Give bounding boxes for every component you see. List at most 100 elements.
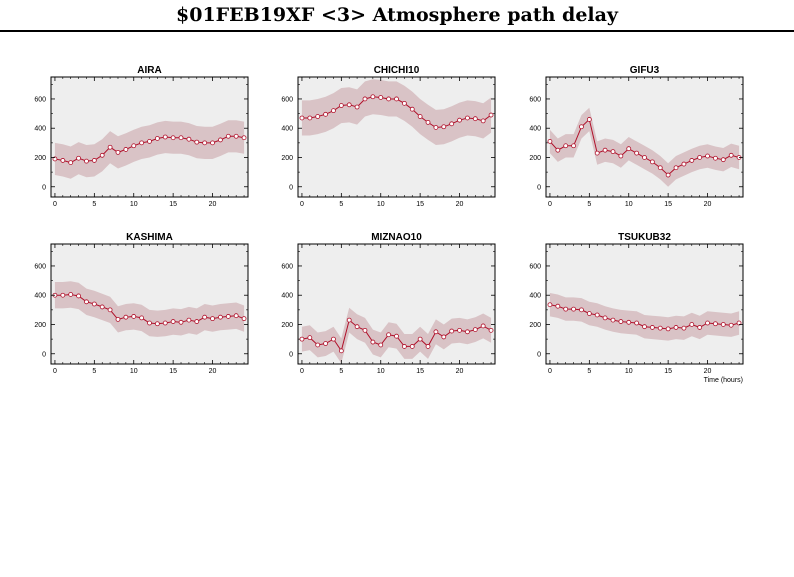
data-point [472,116,478,122]
y-tick-label: 200 [529,322,541,329]
data-point [131,143,137,149]
data-point [178,135,184,141]
data-point [689,322,695,327]
data-point [433,125,439,130]
y-tick-label: 200 [529,155,541,162]
data-point [315,114,321,119]
data-point [241,135,247,141]
data-point [594,150,600,156]
x-tick-label: 5 [587,368,591,375]
title-rule [0,30,794,32]
data-point [386,96,392,102]
data-point [154,321,160,327]
data-point [579,307,584,313]
data-point [417,114,423,119]
data-point [202,314,208,320]
x-tick-label: 0 [300,368,304,375]
data-point [307,335,313,341]
x-tick-label: 20 [456,368,464,375]
data-point [170,319,176,324]
y-tick-label: 0 [289,184,293,191]
data-point [346,317,352,323]
x-axis-label: Time (hours) [704,377,743,384]
data-point [186,317,192,323]
data-point [720,322,726,327]
x-tick-label: 5 [92,368,96,375]
x-tick-label: 5 [339,368,343,375]
data-point [547,302,553,308]
data-point [123,314,129,320]
data-point [409,344,415,349]
x-tick-label: 0 [53,368,57,375]
data-point [52,156,58,162]
panel-title: MIZNAO10 [371,232,422,243]
data-point [480,323,486,329]
panel-title: GIFU3 [630,65,660,76]
data-point [241,316,247,322]
data-point [425,119,431,125]
data-point [681,325,687,331]
data-point [713,155,718,161]
y-tick-label: 600 [529,263,541,270]
data-point [563,306,569,312]
data-point [323,341,328,346]
data-point [480,118,486,124]
data-point [728,322,734,328]
data-point [68,292,74,297]
data-point [331,108,336,114]
x-tick-label: 20 [704,201,712,208]
data-point [131,314,137,319]
uncertainty-band [549,107,740,187]
x-tick-label: 15 [169,368,177,375]
x-tick-label: 15 [416,201,424,208]
data-point [218,137,223,143]
data-point [107,144,113,150]
data-point [547,138,553,144]
data-point [210,140,215,146]
data-point [84,158,89,164]
data-point [147,138,152,144]
x-tick-label: 20 [456,201,464,208]
data-point [555,303,561,309]
x-tick-label: 15 [664,368,672,375]
data-point [457,117,462,123]
data-point [602,315,608,321]
data-point [60,292,66,298]
data-point [331,336,336,342]
data-point [123,147,129,152]
data-point [338,348,344,354]
data-point [586,311,592,316]
x-tick-label: 0 [53,201,57,208]
data-point [555,147,561,153]
data-point [225,133,231,139]
data-point [705,153,710,159]
data-point [378,95,384,100]
data-point [299,336,305,342]
data-point [315,342,321,348]
y-tick-label: 200 [34,322,46,329]
data-point [665,172,671,178]
data-point [370,339,376,345]
data-point [594,312,600,318]
data-point [162,134,168,140]
data-point [115,149,121,155]
data-point [307,115,313,121]
data-point [488,327,494,333]
data-point [610,149,616,155]
y-tick-label: 400 [529,126,541,133]
data-point [170,135,176,141]
data-point [186,136,192,142]
data-point [713,321,718,327]
x-tick-label: 5 [587,201,591,208]
data-point [736,320,742,326]
data-point [323,111,328,117]
data-point [68,160,74,166]
y-tick-label: 0 [42,351,46,358]
x-tick-label: 10 [625,201,633,208]
data-point [681,161,687,167]
x-tick-label: 20 [209,368,217,375]
data-point [91,301,97,307]
data-point [720,157,726,163]
x-tick-label: 0 [548,201,552,208]
